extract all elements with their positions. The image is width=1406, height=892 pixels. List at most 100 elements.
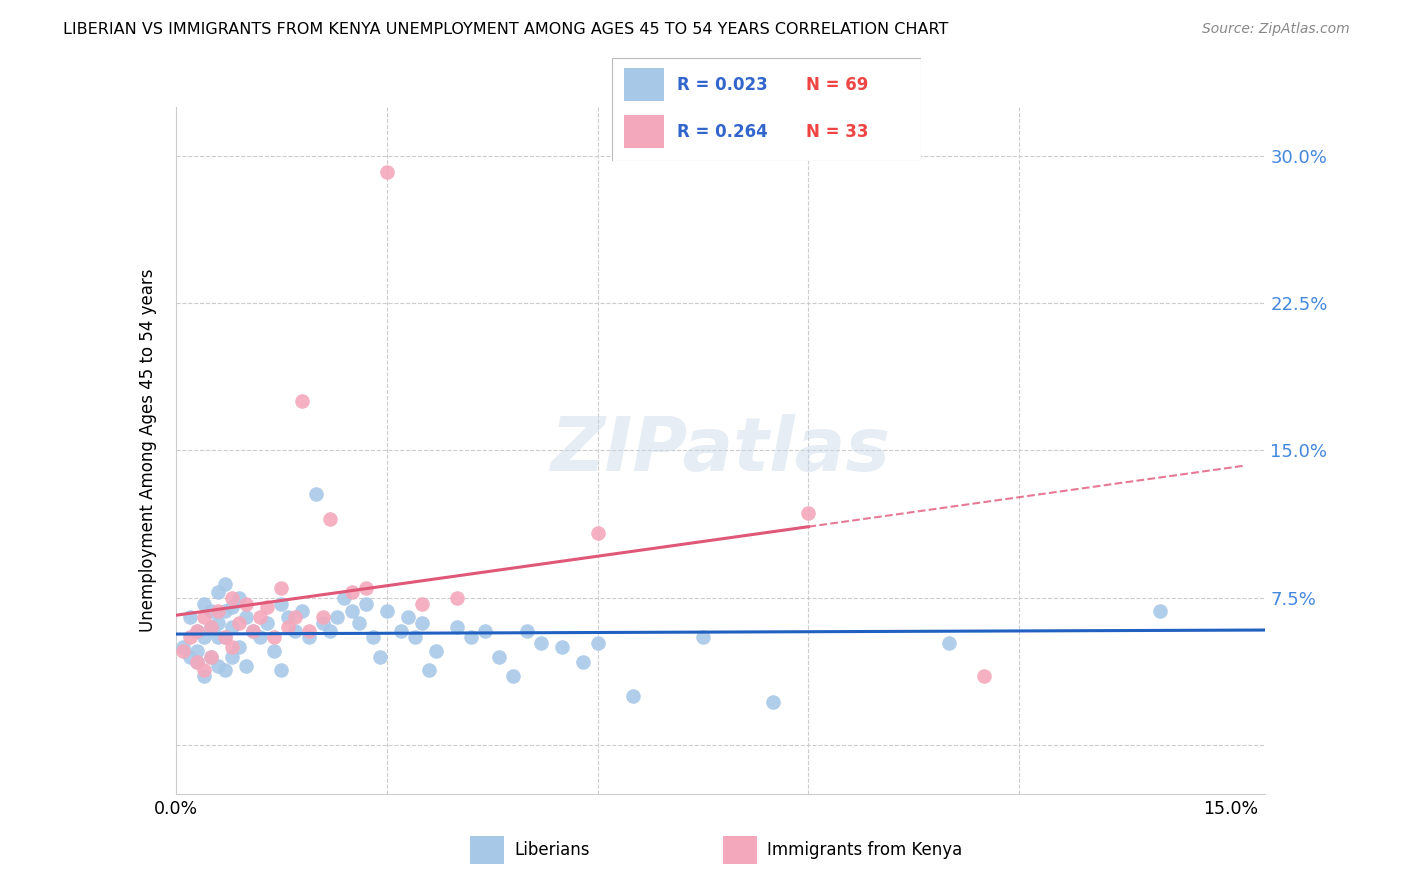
Point xyxy=(207,584,229,599)
Point xyxy=(249,610,271,624)
Point xyxy=(530,636,553,650)
Point xyxy=(221,591,243,605)
Point xyxy=(551,640,574,654)
Point xyxy=(179,610,201,624)
Point xyxy=(207,630,229,644)
Point xyxy=(186,656,208,670)
Point xyxy=(214,604,236,618)
Bar xyxy=(624,115,664,148)
Point xyxy=(263,630,285,644)
Point xyxy=(214,663,236,677)
Point xyxy=(186,624,208,638)
Text: R = 0.023: R = 0.023 xyxy=(676,76,768,94)
FancyBboxPatch shape xyxy=(612,58,921,161)
Point xyxy=(207,604,229,618)
Point xyxy=(172,643,194,657)
Point xyxy=(404,630,426,644)
Point xyxy=(586,636,609,650)
Point xyxy=(207,616,229,631)
Point xyxy=(502,669,524,683)
Point xyxy=(221,620,243,634)
Point xyxy=(1149,604,1171,618)
Point xyxy=(277,620,299,634)
Point xyxy=(354,597,377,611)
Point xyxy=(692,630,714,644)
Text: Immigrants from Kenya: Immigrants from Kenya xyxy=(768,840,962,859)
Point xyxy=(411,597,433,611)
Point xyxy=(186,643,208,657)
Point xyxy=(368,649,391,664)
Text: LIBERIAN VS IMMIGRANTS FROM KENYA UNEMPLOYMENT AMONG AGES 45 TO 54 YEARS CORRELA: LIBERIAN VS IMMIGRANTS FROM KENYA UNEMPL… xyxy=(63,22,949,37)
Point xyxy=(572,656,595,670)
Point xyxy=(256,600,278,615)
Point xyxy=(221,600,243,615)
Point xyxy=(474,624,496,638)
Point xyxy=(375,604,398,618)
Point xyxy=(193,663,215,677)
Point xyxy=(621,689,644,703)
Point xyxy=(389,624,412,638)
Point xyxy=(586,525,609,540)
Point xyxy=(284,624,307,638)
Point xyxy=(228,591,250,605)
Point xyxy=(284,610,307,624)
Point xyxy=(460,630,482,644)
Point xyxy=(333,591,356,605)
Point xyxy=(270,663,292,677)
Point xyxy=(172,640,194,654)
Bar xyxy=(470,836,505,863)
Point xyxy=(242,624,264,638)
Point xyxy=(214,577,236,591)
Point xyxy=(418,663,440,677)
Point xyxy=(200,620,222,634)
Point xyxy=(270,597,292,611)
Point xyxy=(973,669,995,683)
Point xyxy=(425,643,447,657)
Point xyxy=(277,610,299,624)
Point xyxy=(298,630,321,644)
Point xyxy=(298,624,321,638)
Point xyxy=(235,659,257,673)
Point xyxy=(291,604,314,618)
Text: 0.0%: 0.0% xyxy=(153,800,198,818)
Point xyxy=(446,591,468,605)
Point xyxy=(340,584,363,599)
Point xyxy=(938,636,960,650)
Point xyxy=(200,649,222,664)
Point xyxy=(200,649,222,664)
Point xyxy=(270,581,292,595)
Point xyxy=(193,669,215,683)
Point xyxy=(228,640,250,654)
Point xyxy=(235,610,257,624)
Point xyxy=(214,630,236,644)
Point xyxy=(375,165,398,179)
Point xyxy=(347,616,370,631)
Point xyxy=(396,610,419,624)
Point xyxy=(319,624,342,638)
Point xyxy=(488,649,510,664)
Text: Liberians: Liberians xyxy=(515,840,589,859)
Point xyxy=(242,624,264,638)
Point xyxy=(312,616,335,631)
Point xyxy=(291,394,314,409)
Point xyxy=(221,649,243,664)
Point xyxy=(354,581,377,595)
Text: ZIPatlas: ZIPatlas xyxy=(551,414,890,487)
Point xyxy=(312,610,335,624)
Point xyxy=(200,604,222,618)
Point xyxy=(179,630,201,644)
Point xyxy=(186,624,208,638)
Point xyxy=(326,610,349,624)
Point xyxy=(263,643,285,657)
Point xyxy=(193,630,215,644)
Point xyxy=(516,624,538,638)
Text: N = 33: N = 33 xyxy=(807,123,869,141)
Point xyxy=(361,630,384,644)
Point xyxy=(207,659,229,673)
Point xyxy=(411,616,433,631)
Y-axis label: Unemployment Among Ages 45 to 54 years: Unemployment Among Ages 45 to 54 years xyxy=(139,268,157,632)
Point xyxy=(319,512,342,526)
Point xyxy=(797,506,820,520)
Text: Source: ZipAtlas.com: Source: ZipAtlas.com xyxy=(1202,22,1350,37)
Point xyxy=(228,616,250,631)
